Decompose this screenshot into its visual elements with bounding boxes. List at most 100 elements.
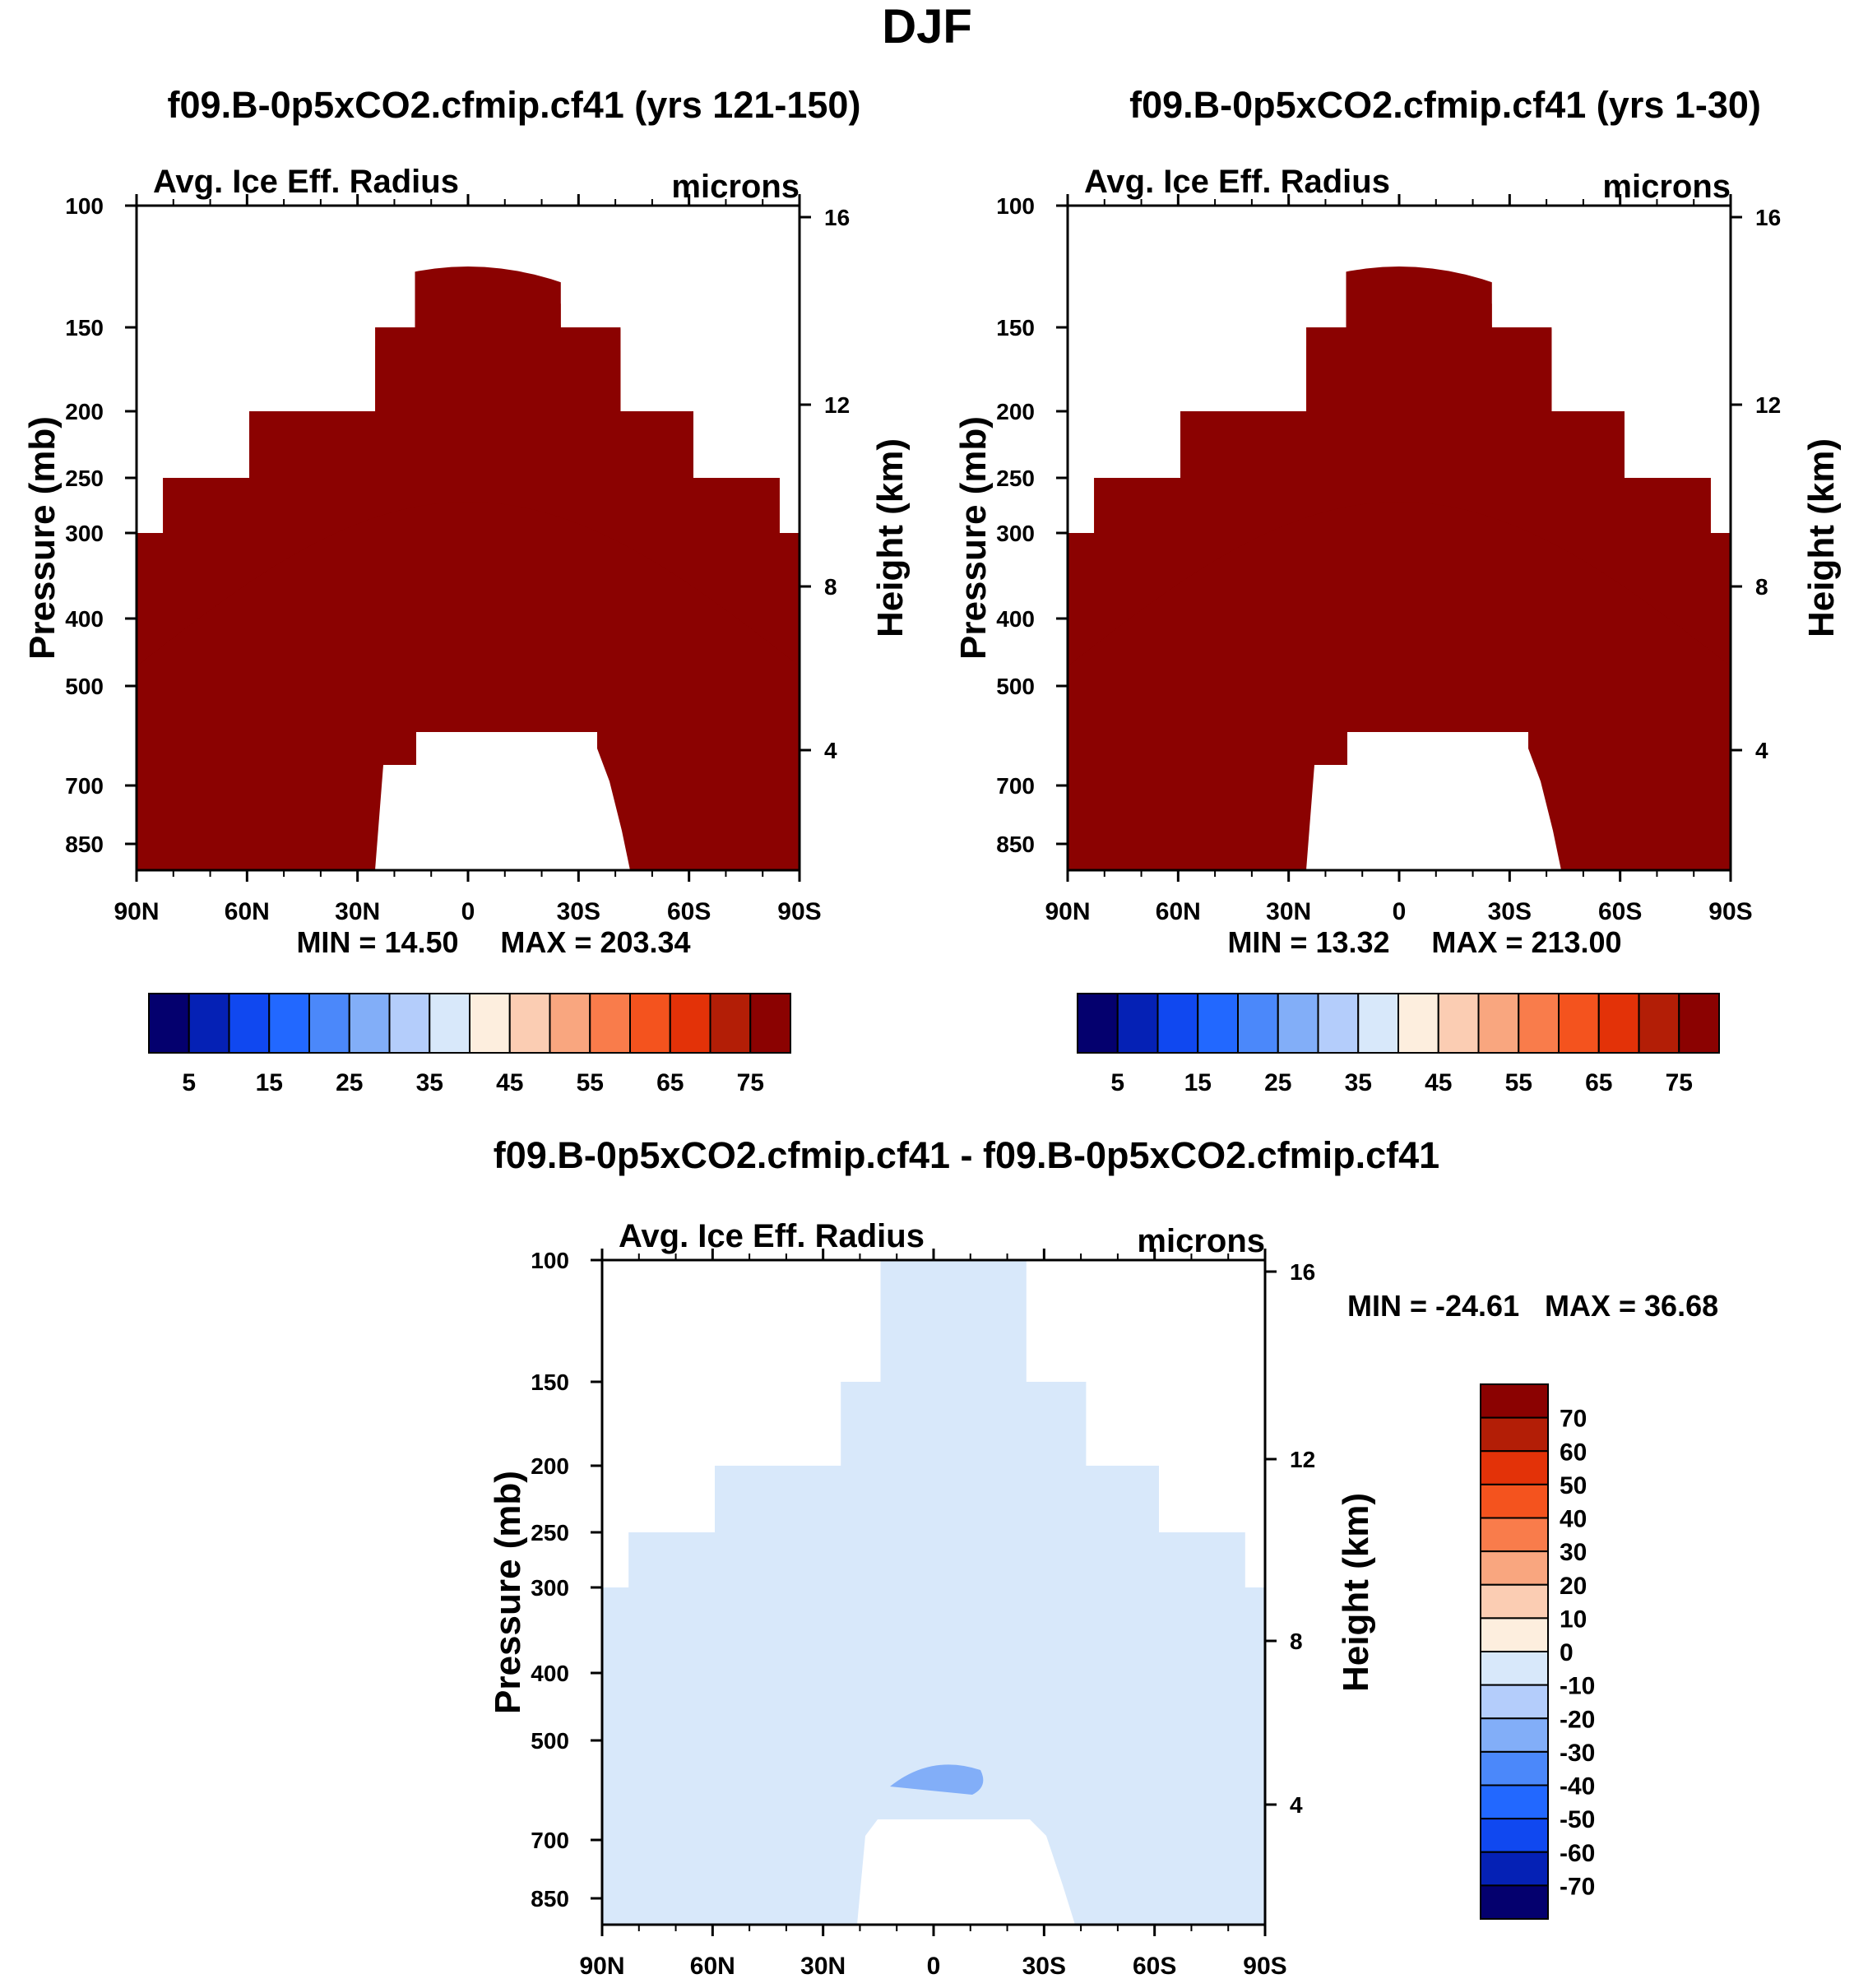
y-right-tick-label: 12: [824, 392, 850, 418]
colorbar-label: 15: [1184, 1069, 1212, 1096]
colorbar-box: [348, 993, 391, 1054]
ground-mask: [383, 732, 630, 870]
ground-mask: [1314, 732, 1561, 870]
x-tick-label: 60N: [225, 898, 270, 925]
y-tick-label: 500: [531, 1728, 569, 1754]
colorbar-box: [1480, 1884, 1549, 1920]
variable-label: Avg. Ice Eff. Radius: [153, 164, 459, 200]
x-tick-label: 0: [1393, 898, 1407, 925]
colorbar-box: [1317, 993, 1360, 1054]
max-label: MAX = 36.68: [1545, 1289, 1718, 1323]
x-tick-label: 30N: [800, 1953, 846, 1980]
y-tick-label: 300: [65, 521, 104, 546]
y-tick-label: 250: [65, 466, 104, 491]
y-tick-label: 250: [996, 466, 1035, 491]
y-tick-label: 200: [531, 1453, 569, 1479]
y-right-tick-label: 16: [1755, 205, 1781, 230]
colorbar-box: [1437, 993, 1480, 1054]
min-label: MIN = -24.61: [1347, 1289, 1519, 1323]
colorbar-box: [148, 993, 190, 1054]
page-title: DJF: [882, 0, 972, 53]
colorbar-box: [1480, 1750, 1549, 1786]
y-tick-label: 400: [65, 606, 104, 632]
colorbar-label: 35: [416, 1069, 443, 1096]
y-right-axis-label: Height (km): [870, 438, 911, 637]
y-tick-label: 500: [65, 674, 104, 699]
colorbar-box: [1480, 1818, 1549, 1853]
data-field: [137, 266, 800, 870]
y-right-tick-label: 4: [824, 738, 837, 763]
colorbar-box: [1480, 1583, 1549, 1620]
colorbar-box: [1480, 1383, 1549, 1419]
colorbar-2: 5 15 25 35 45 55 65 75: [1077, 993, 1720, 1096]
colorbar-label: -50: [1560, 1806, 1595, 1833]
y-tick-label: 100: [531, 1248, 569, 1273]
y-tick-label: 100: [65, 193, 104, 219]
colorbar-box: [669, 993, 711, 1054]
colorbar-box: [1480, 1651, 1549, 1686]
contour-band: [137, 502, 800, 870]
colorbar-label: 0: [1560, 1639, 1574, 1666]
colorbar-box: [1480, 1550, 1549, 1586]
colorbar-box: [1197, 993, 1239, 1054]
colorbar-box: [1077, 993, 1119, 1054]
colorbar-label: 65: [656, 1069, 684, 1096]
colorbar-box: [1357, 993, 1399, 1054]
colorbar-label: 15: [256, 1069, 283, 1096]
data-field: [602, 1260, 1265, 1925]
x-tick-label: 60N: [1156, 898, 1201, 925]
y-right-tick-label: 8: [1290, 1629, 1303, 1654]
y-tick-label: 150: [531, 1369, 569, 1395]
y-tick-label: 850: [65, 832, 104, 857]
chart-panel-1: f09.B-0p5xCO2.cfmip.cf41 (yrs 121-150) Av…: [22, 84, 911, 959]
x-tick-label: 90S: [1708, 898, 1752, 925]
contour-band: [890, 1764, 984, 1795]
max-label: MAX = 203.34: [500, 925, 690, 959]
colorbar-box: [1518, 993, 1560, 1054]
x-tick-label: 90S: [1243, 1953, 1286, 1980]
colorbar-box: [549, 993, 591, 1054]
x-tick-label: 0: [927, 1953, 941, 1980]
y-tick-label: 500: [996, 674, 1035, 699]
colorbar-label: 35: [1345, 1069, 1372, 1096]
y-tick-label: 100: [996, 193, 1035, 219]
y-right-tick-label: 8: [1755, 574, 1768, 600]
chart-title: f09.B-0p5xCO2.cfmip.cf41 - f09.B-0p5xCO2…: [494, 1134, 1439, 1176]
colorbar-box: [188, 993, 230, 1054]
colorbar-label: -30: [1560, 1740, 1595, 1767]
x-tick-label: 30S: [557, 898, 600, 925]
colorbar-label: -40: [1560, 1773, 1595, 1800]
colorbar-label: 5: [1110, 1069, 1124, 1096]
colorbar-box: [228, 993, 271, 1054]
data-bands: [137, 266, 800, 870]
y-tick-label: 300: [996, 521, 1035, 546]
colorbar-box: [469, 993, 511, 1054]
colorbar-box: [1638, 993, 1680, 1054]
max-label: MAX = 213.00: [1431, 925, 1621, 959]
y-tick-label: 850: [996, 832, 1035, 857]
variable-label: Avg. Ice Eff. Radius: [1084, 164, 1390, 200]
colorbar-label: 65: [1585, 1069, 1612, 1096]
contour-band: [1068, 502, 1731, 870]
colorbar-label: -20: [1560, 1706, 1595, 1733]
colorbar-box: [1277, 993, 1319, 1054]
colorbar-box: [709, 993, 752, 1054]
colorbar-box: [429, 993, 470, 1054]
y-tick-label: 250: [531, 1520, 569, 1545]
colorbar-3: 70 60 50 40 30 20 10 0 -10 -20 -30 -40 -50 -60 -70: [1480, 1383, 1595, 1920]
y-right-tick-label: 16: [824, 205, 850, 230]
data-bands: [1068, 266, 1731, 870]
colorbar-box: [1477, 993, 1520, 1054]
colorbar-box: [1480, 1416, 1549, 1453]
colorbar-label: 75: [1666, 1069, 1693, 1096]
x-tick-label: 60S: [1133, 1953, 1176, 1980]
colorbar-label: 30: [1560, 1539, 1587, 1566]
units-label: microns: [671, 169, 800, 205]
x-tick-label: 60N: [690, 1953, 735, 1980]
y-tick-label: 700: [531, 1828, 569, 1853]
colorbar-box: [1480, 1517, 1549, 1553]
y-right-axis-label: Height (km): [1801, 438, 1842, 637]
contour-band: [602, 1260, 1265, 1925]
colorbar-label: 20: [1560, 1573, 1587, 1600]
